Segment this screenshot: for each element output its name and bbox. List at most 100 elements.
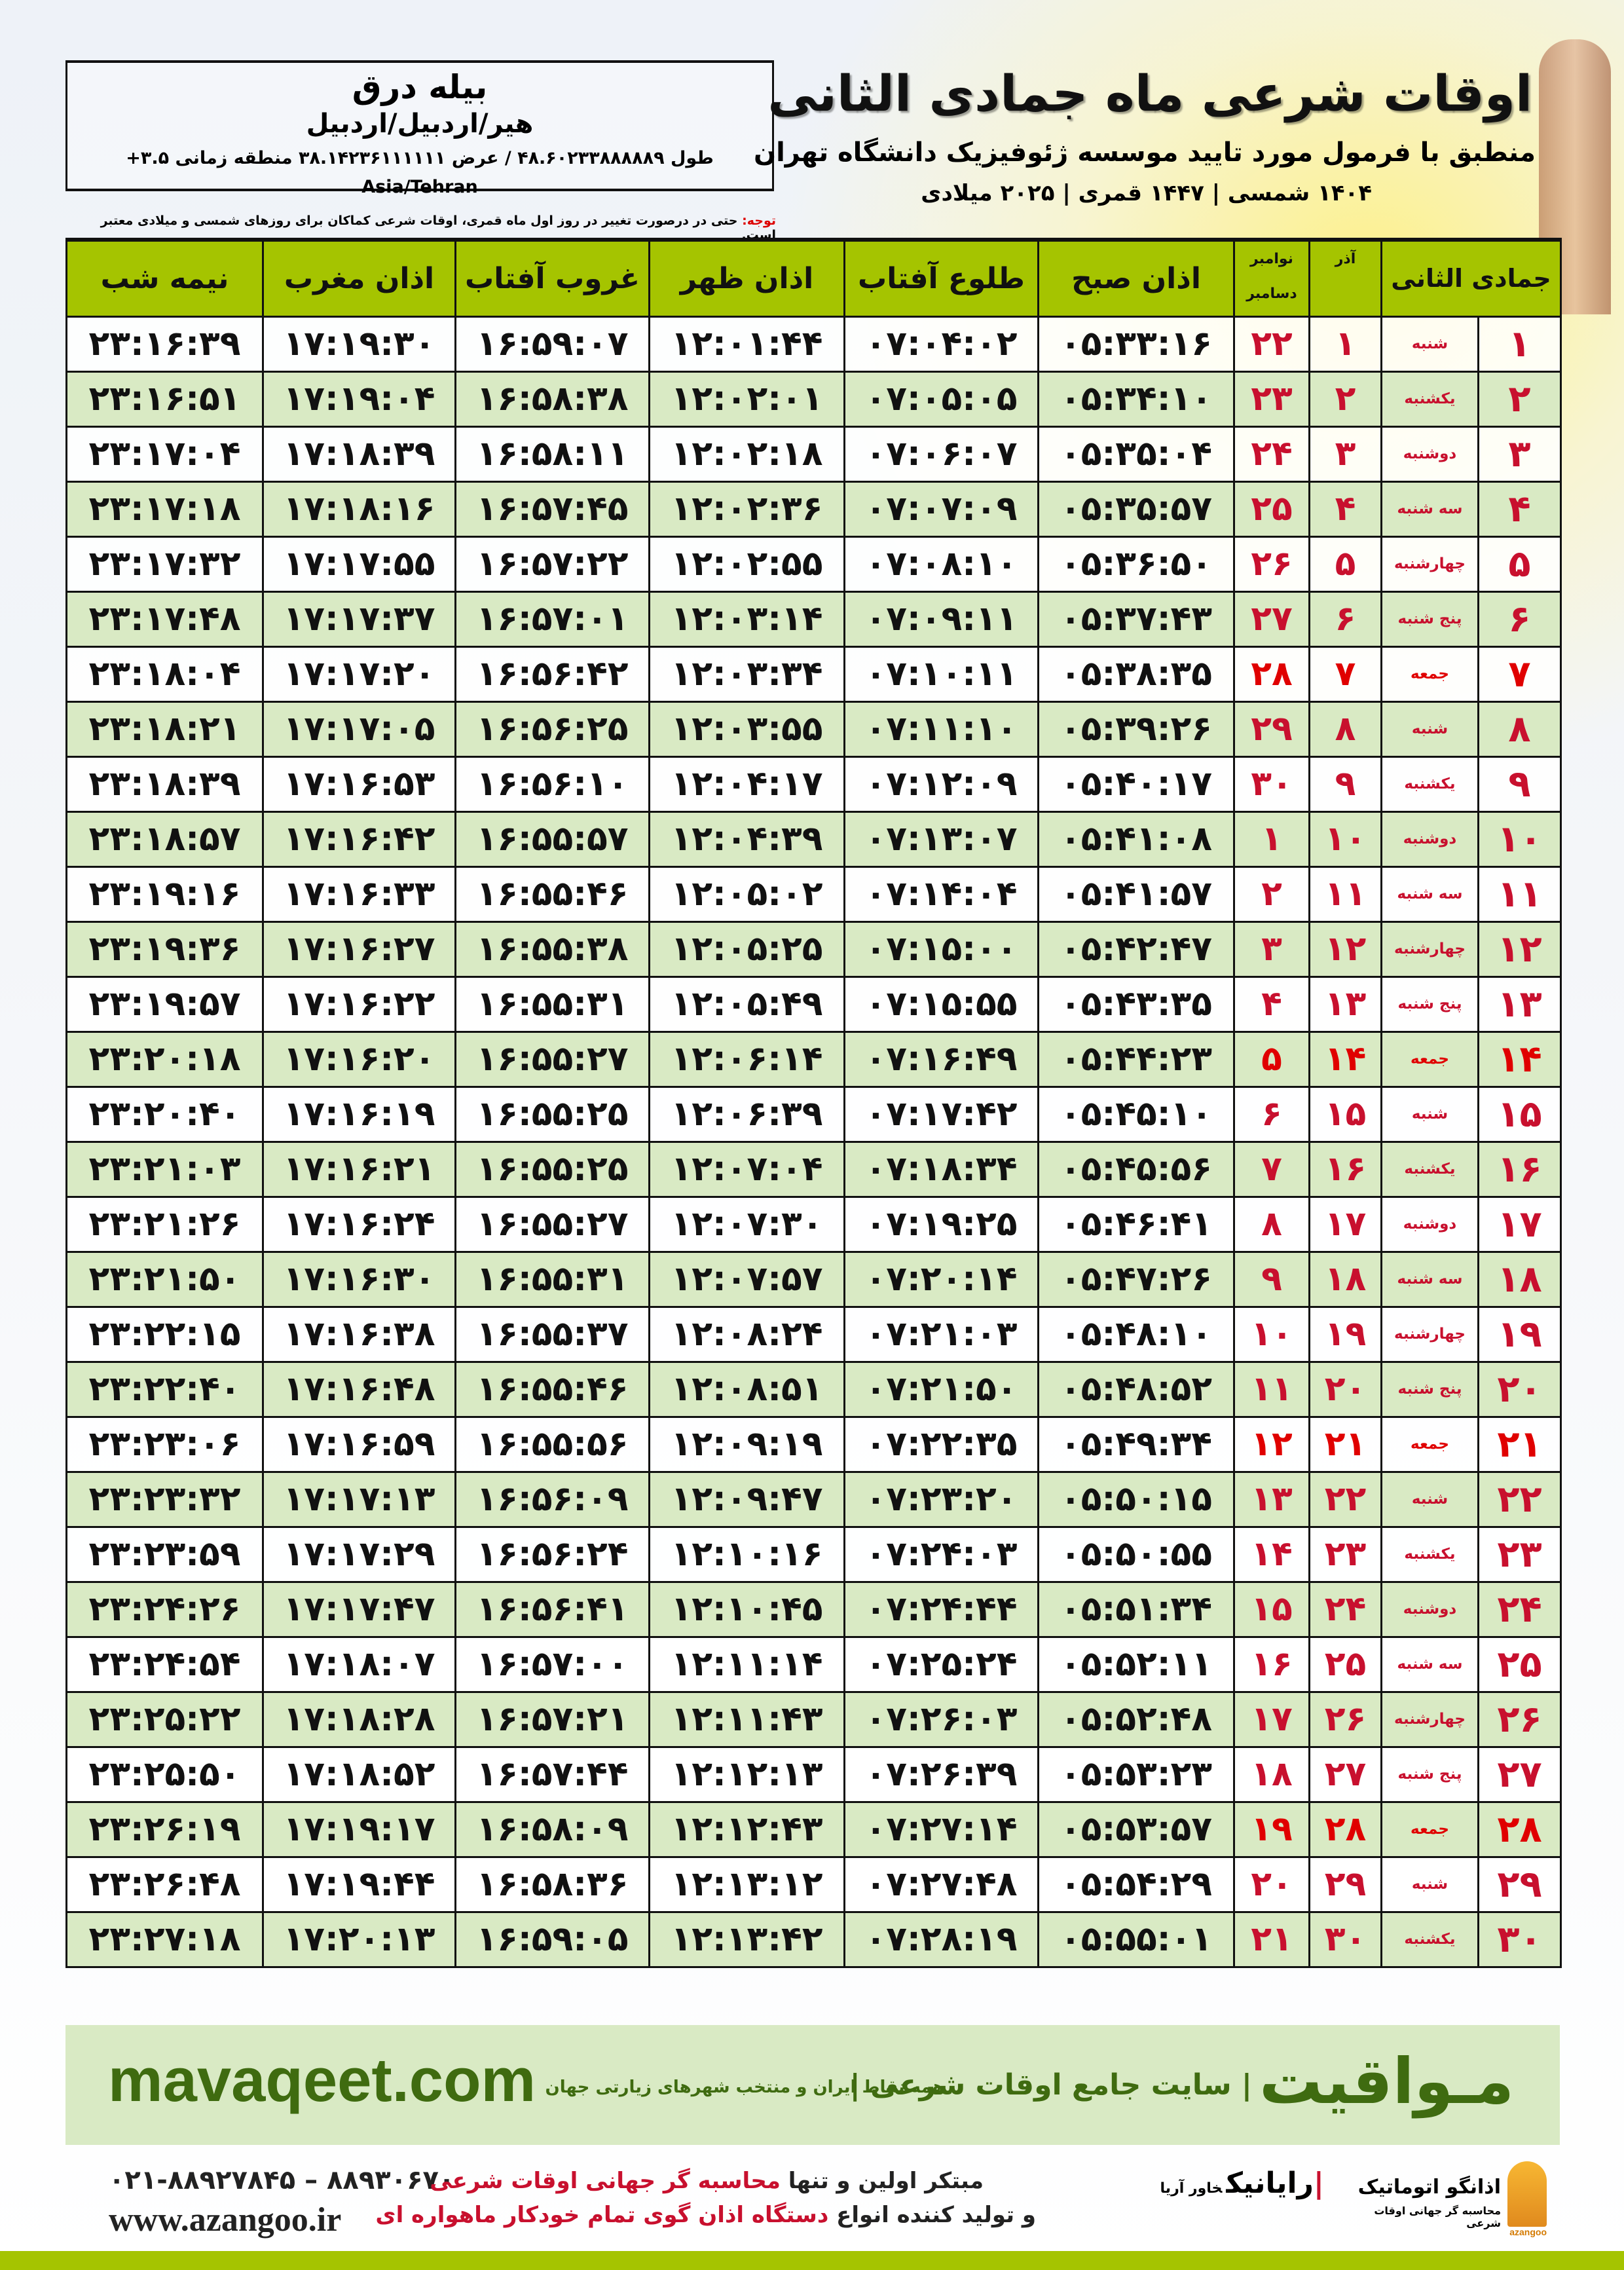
azar-day: ۶: [1308, 590, 1382, 648]
maghrib-time: ۱۷:۱۹:۰۴: [262, 370, 456, 428]
sunrise-time: ۰۷:۱۵:۰۰: [843, 920, 1039, 978]
header-december: دسامبر: [1246, 286, 1297, 302]
mavaqeet-link[interactable]: mavaqeet.com: [108, 2045, 536, 2114]
dhuhr-time: ۱۲:۰۷:۵۷: [648, 1250, 845, 1308]
weekday: شنبه: [1380, 1855, 1480, 1913]
azar-day: ۱۷: [1308, 1195, 1382, 1253]
azangoo-latin: azangoo: [1509, 2227, 1547, 2237]
rayanik-text: رایانیک: [1226, 2167, 1314, 2200]
sunset-time: ۱۶:۵۷:۲۱: [454, 1690, 650, 1748]
table-row: ۱۲ چهارشنبه ۱۲ ۳ ۰۵:۴۲:۴۷ ۰۷:۱۵:۰۰ ۱۲:۰۵:۲۵ ۱۶:…: [65, 920, 1562, 978]
sunrise-time: ۰۷:۲۷:۴۸: [843, 1855, 1039, 1913]
midnight-time: ۲۳:۲۵:۲۲: [65, 1690, 264, 1748]
gregorian-day: ۲۷: [1233, 590, 1310, 648]
table-row: ۲۷ پنج شنبه ۲۷ ۱۸ ۰۵:۵۳:۲۳ ۰۷:۲۶:۳۹ ۱۲:۱۲:۱۳ ۱۶…: [65, 1745, 1562, 1803]
maghrib-time: ۱۷:۱۶:۳۸: [262, 1305, 456, 1363]
midnight-time: ۲۳:۱۹:۵۷: [65, 975, 264, 1033]
gregorian-day: ۲۴: [1233, 425, 1310, 483]
weekday: سه شنبه: [1380, 865, 1480, 923]
sunset-time: ۱۶:۵۸:۱۱: [454, 425, 650, 483]
dhuhr-time: ۱۲:۰۶:۱۴: [648, 1030, 845, 1088]
sunrise-time: ۰۷:۲۶:۰۳: [843, 1690, 1039, 1748]
dhuhr-time: ۱۲:۰۹:۴۷: [648, 1470, 845, 1528]
sunrise-time: ۰۷:۰۵:۰۵: [843, 370, 1039, 428]
fajr-time: ۰۵:۵۴:۲۹: [1037, 1855, 1235, 1913]
maghrib-time: ۱۷:۱۶:۴۸: [262, 1360, 456, 1418]
weekday: یکشنبه: [1380, 1140, 1480, 1198]
maghrib-time: ۱۷:۱۶:۲۰: [262, 1030, 456, 1088]
gregorian-day: ۱: [1233, 810, 1310, 868]
header-azar: آذر: [1308, 238, 1382, 318]
header-maghrib: اذان مغرب: [262, 238, 456, 318]
fajr-time: ۰۵:۴۱:۵۷: [1037, 865, 1235, 923]
gregorian-day: ۲۱: [1233, 1910, 1310, 1968]
gregorian-day: ۴: [1233, 975, 1310, 1033]
hijri-day: ۲۳: [1477, 1525, 1562, 1583]
azar-day: ۲۷: [1308, 1745, 1382, 1803]
gregorian-day: ۱۶: [1233, 1635, 1310, 1693]
weekday: پنج شنبه: [1380, 975, 1480, 1033]
azangoo-link[interactable]: www.azangoo.ir: [109, 2201, 342, 2239]
sunset-time: ۱۶:۵۵:۲۵: [454, 1085, 650, 1143]
promo-text: و تولید کننده انواع: [828, 2202, 1036, 2228]
azar-day: ۹: [1308, 755, 1382, 813]
azar-day: ۲۲: [1308, 1470, 1382, 1528]
rayanik-sub: خاور آریا: [1160, 2180, 1223, 2197]
maghrib-time: ۱۷:۱۸:۵۲: [262, 1745, 456, 1803]
sunset-time: ۱۶:۵۹:۰۵: [454, 1910, 650, 1968]
dhuhr-time: ۱۲:۰۵:۲۵: [648, 920, 845, 978]
dhuhr-time: ۱۲:۱۱:۴۳: [648, 1690, 845, 1748]
table-row: ۲۵ سه شنبه ۲۵ ۱۶ ۰۵:۵۲:۱۱ ۰۷:۲۵:۲۴ ۱۲:۱۱:۱۴ ۱۶:…: [65, 1635, 1562, 1693]
azar-day: ۷: [1308, 645, 1382, 703]
hijri-day: ۷: [1477, 645, 1562, 703]
sunrise-time: ۰۷:۲۱:۰۳: [843, 1305, 1039, 1363]
dhuhr-time: ۱۲:۱۲:۴۳: [648, 1800, 845, 1858]
weekday: چهارشنبه: [1380, 1305, 1480, 1363]
maghrib-time: ۱۷:۱۷:۲۰: [262, 645, 456, 703]
hijri-day: ۲۰: [1477, 1360, 1562, 1418]
dhuhr-time: ۱۲:۰۲:۳۶: [648, 480, 845, 538]
dhuhr-time: ۱۲:۱۲:۱۳: [648, 1745, 845, 1803]
maghrib-time: ۱۷:۱۸:۰۷: [262, 1635, 456, 1693]
hijri-day: ۱۸: [1477, 1250, 1562, 1308]
weekday: جمعه: [1380, 645, 1480, 703]
maghrib-time: ۱۷:۱۶:۲۲: [262, 975, 456, 1033]
gregorian-day: ۲۹: [1233, 700, 1310, 758]
sunrise-time: ۰۷:۲۷:۱۴: [843, 1800, 1039, 1858]
midnight-time: ۲۳:۲۱:۰۳: [65, 1140, 264, 1198]
sunrise-time: ۰۷:۰۶:۰۷: [843, 425, 1039, 483]
hijri-day: ۸: [1477, 700, 1562, 758]
table-row: ۳۰ یکشنبه ۳۰ ۲۱ ۰۵:۵۵:۰۱ ۰۷:۲۸:۱۹ ۱۲:۱۳:۴۲ ۱۶:۵…: [65, 1910, 1562, 1968]
fajr-time: ۰۵:۳۸:۳۵: [1037, 645, 1235, 703]
maghrib-time: ۱۷:۱۷:۱۳: [262, 1470, 456, 1528]
weekday: پنج شنبه: [1380, 590, 1480, 648]
dhuhr-time: ۱۲:۰۳:۵۵: [648, 700, 845, 758]
maghrib-time: ۱۷:۱۷:۳۷: [262, 590, 456, 648]
midnight-time: ۲۳:۱۷:۴۸: [65, 590, 264, 648]
fajr-time: ۰۵:۵۰:۱۵: [1037, 1470, 1235, 1528]
mavaqeet-banner: مـواقیت | سایت جامع اوقات شرعی | همه نقا…: [65, 2025, 1560, 2145]
midnight-time: ۲۳:۲۶:۴۸: [65, 1855, 264, 1913]
fajr-time: ۰۵:۴۵:۱۰: [1037, 1085, 1235, 1143]
location-box: بیله درق هیر/اردبیل/اردبیل طول ۴۸.۶۰۲۳۳۸…: [65, 60, 774, 197]
sunset-time: ۱۶:۵۵:۲۷: [454, 1195, 650, 1253]
maghrib-time: ۱۷:۲۰:۱۳: [262, 1910, 456, 1968]
banner-tagline: همه نقاط ایران و منتخب شهرهای زیارتی جها…: [545, 2077, 944, 2097]
table-row: ۲ یکشنبه ۲ ۲۳ ۰۵:۳۴:۱۰ ۰۷:۰۵:۰۵ ۱۲:۰۲:۰۱ ۱۶:۵۸:…: [65, 370, 1562, 428]
sunrise-time: ۰۷:۰۴:۰۲: [843, 315, 1039, 373]
table-row: ۸ شنبه ۸ ۲۹ ۰۵:۳۹:۲۶ ۰۷:۱۱:۱۰ ۱۲:۰۳:۵۵ ۱۶:۵۶:۲۵…: [65, 700, 1562, 758]
hijri-day: ۱۰: [1477, 810, 1562, 868]
table-row: ۶ پنج شنبه ۶ ۲۷ ۰۵:۳۷:۴۳ ۰۷:۰۹:۱۱ ۱۲:۰۳:۱۴ ۱۶:۵…: [65, 590, 1562, 648]
midnight-time: ۲۳:۱۹:۱۶: [65, 865, 264, 923]
hijri-day: ۱: [1477, 315, 1562, 373]
hijri-day: ۱۱: [1477, 865, 1562, 923]
city-name: بیله درق: [352, 68, 488, 106]
gregorian-day: ۳۰: [1233, 755, 1310, 813]
sunset-time: ۱۶:۵۵:۳۷: [454, 1305, 650, 1363]
azar-day: ۲: [1308, 370, 1382, 428]
weekday: دوشنبه: [1380, 1195, 1480, 1253]
table-row: ۱۶ یکشنبه ۱۶ ۷ ۰۵:۴۵:۵۶ ۰۷:۱۸:۳۴ ۱۲:۰۷:۰۴ ۱۶:۵۵…: [65, 1140, 1562, 1198]
weekday: شنبه: [1380, 1470, 1480, 1528]
dhuhr-time: ۱۲:۰۸:۲۴: [648, 1305, 845, 1363]
azar-day: ۲۶: [1308, 1690, 1382, 1748]
